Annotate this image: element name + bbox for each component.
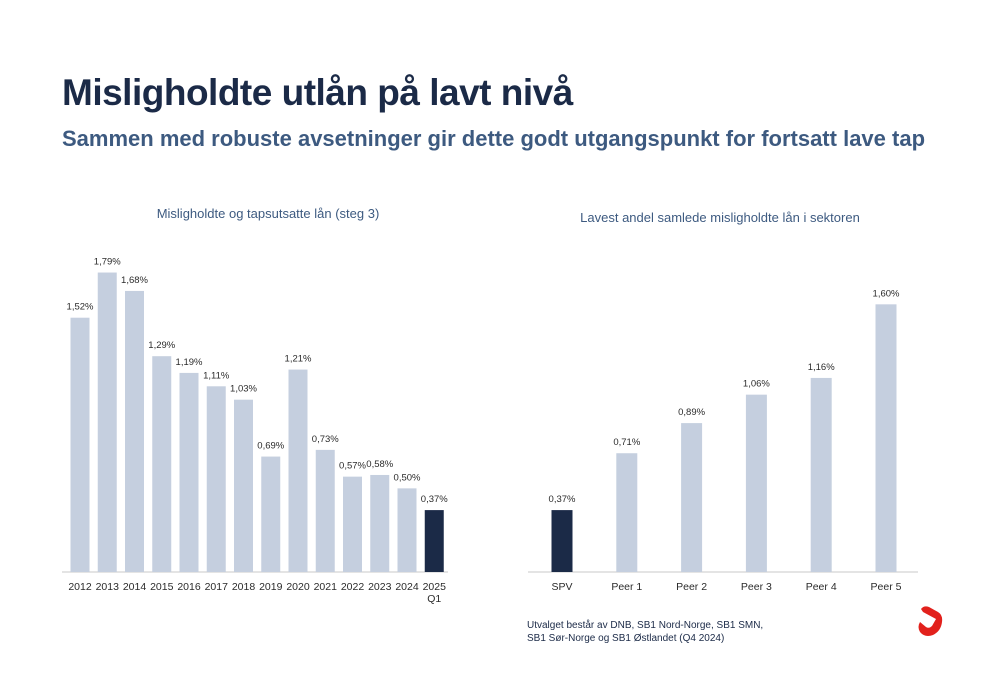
left-value-label-10: 0,57% — [339, 461, 366, 472]
left-value-label-0: 1,52% — [67, 302, 94, 313]
left-tick-label-10: 2022 — [341, 581, 365, 593]
right-value-label-1: 0,71% — [613, 437, 640, 448]
left-tick-label-12: 2024 — [395, 581, 419, 593]
left-tick-label-4: 2016 — [177, 581, 201, 593]
left-bar-chart: 1,52% 2012 1,79% 2013 1,68% 2014 1,29% 2015 1,19… — [62, 257, 448, 605]
footnote: Utvalget består av DNB, SB1 Nord-Norge, … — [527, 619, 763, 645]
left-value-label-1: 1,79% — [94, 257, 121, 268]
left-bar-3 — [152, 356, 172, 572]
left-value-label-4: 1,19% — [176, 357, 203, 368]
right-value-label-4: 1,16% — [808, 362, 835, 373]
left-bar-13 — [424, 510, 444, 572]
left-tick-label-11: 2023 — [368, 581, 392, 593]
left-tick-label-6: 2018 — [232, 581, 256, 593]
left-bar-8 — [288, 369, 308, 572]
left-tick-label-1: 2013 — [96, 581, 120, 593]
left-bar-1 — [97, 272, 117, 572]
right-bar-1 — [616, 453, 638, 572]
left-bar-6 — [234, 399, 253, 572]
right-value-label-2: 0,89% — [678, 407, 705, 418]
left-tick-label-0: 2012 — [68, 581, 92, 593]
right-tick-label-3: Peer 3 — [741, 581, 772, 593]
left-value-label-9: 0,73% — [312, 434, 339, 445]
left-tick-label-3: 2015 — [150, 581, 174, 593]
left-tick-label-9: 2021 — [314, 581, 338, 593]
left-tick-label-8: 2020 — [286, 581, 310, 593]
footnote-line-1: Utvalget består av DNB, SB1 Nord-Norge, … — [527, 620, 764, 631]
left-value-label-2: 1,68% — [121, 275, 148, 286]
right-bar-4 — [810, 377, 832, 572]
page-subtitle: Sammen med robuste avsetninger gir dette… — [62, 126, 926, 151]
right-tick-label-2: Peer 2 — [676, 581, 707, 593]
right-bar-0 — [551, 510, 573, 572]
right-tick-label-1: Peer 1 — [611, 581, 642, 593]
left-bar-4 — [179, 372, 199, 572]
left-value-label-6: 1,03% — [230, 384, 257, 395]
left-value-label-3: 1,29% — [148, 340, 175, 351]
right-tick-label-0: SPV — [551, 581, 572, 593]
left-bar-7 — [261, 456, 281, 572]
left-value-label-8: 1,21% — [285, 354, 312, 365]
left-value-label-12: 0,50% — [394, 472, 421, 483]
right-value-label-5: 1,60% — [873, 288, 900, 299]
left-tick-label-5: 2017 — [205, 581, 229, 593]
left-bar-10 — [343, 476, 362, 572]
bank-logo-icon — [918, 606, 943, 636]
right-bar-chart: 0,37% SPV 0,71% Peer 1 0,89% Peer 2 1,06% Peer … — [528, 288, 918, 593]
left-tick-label-13: 2025 Q1 — [423, 581, 447, 605]
page-title: Misligholdte utlån på lavt nivå — [62, 72, 573, 113]
left-bar-11 — [370, 474, 390, 572]
right-value-label-0: 0,37% — [549, 494, 576, 505]
right-bar-3 — [745, 394, 767, 572]
right-bar-2 — [681, 423, 703, 572]
right-tick-label-5: Peer 5 — [871, 581, 902, 593]
left-tick-label-2: 2014 — [123, 581, 147, 593]
right-value-label-3: 1,06% — [743, 379, 770, 390]
right-bar-5 — [875, 304, 897, 572]
left-tick-label-7: 2019 — [259, 581, 283, 593]
left-bar-9 — [315, 449, 335, 572]
left-bar-2 — [125, 290, 144, 572]
left-bar-0 — [70, 317, 90, 572]
right-chart-title: Lavest andel samlede misligholdte lån i … — [580, 210, 860, 225]
left-chart-title: Misligholdte og tapsutsatte lån (steg 3) — [156, 206, 380, 221]
right-tick-label-4: Peer 4 — [806, 581, 837, 593]
left-value-label-11: 0,58% — [366, 459, 393, 470]
left-bar-5 — [206, 386, 226, 572]
left-value-label-7: 0,69% — [257, 441, 284, 452]
left-value-label-13: 0,37% — [421, 494, 448, 505]
footnote-line-2: SB1 Sør-Norge og SB1 Østlandet (Q4 2024) — [527, 633, 725, 644]
left-bar-12 — [397, 488, 417, 572]
left-value-label-5: 1,11% — [203, 370, 230, 381]
